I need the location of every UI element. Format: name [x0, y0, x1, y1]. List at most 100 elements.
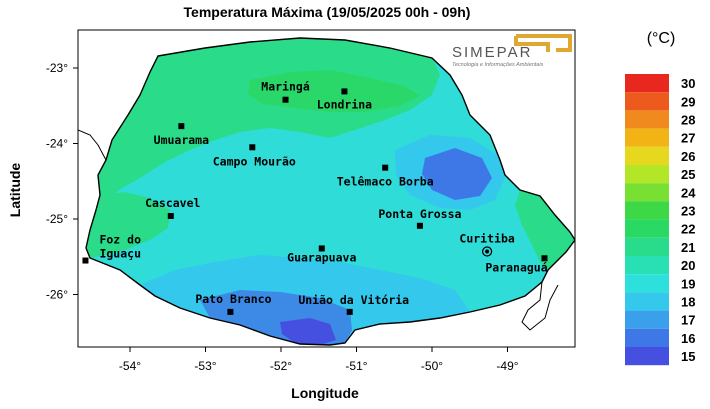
colorbar-label: 23: [681, 204, 695, 219]
city: União da Vitória: [298, 293, 409, 315]
city: Paranaguá: [485, 255, 548, 274]
colorbar: 30 29 28 27 26 25 24 23 22 21 20 19 18 17 16 15: [625, 74, 696, 366]
logo-name: SIMEPAR: [452, 44, 532, 61]
colorbar-swatch: [625, 183, 669, 202]
colorbar-swatch: [625, 165, 669, 184]
colorbar-swatch: [625, 328, 669, 347]
plot-frame: [77, 29, 576, 348]
x-tick-label: -54°: [119, 359, 141, 373]
city-marker-icon: [346, 308, 353, 315]
city-label: Pato Branco: [195, 292, 271, 306]
logo-mark-icon: [514, 34, 572, 52]
colorbar-swatch: [625, 310, 669, 329]
y-tick-label: -25°: [46, 212, 68, 226]
city: Guarapuava: [287, 245, 356, 264]
city-markers: Maringá Londrina Umuarama Campo Mourão Telêm…: [82, 80, 548, 315]
city-marker-icon: [82, 257, 89, 264]
city: Cascavel: [145, 196, 201, 219]
temperature-field: [78, 37, 575, 346]
y-tick-label: -23°: [46, 61, 68, 75]
map-title: Temperatura Máxima (19/05/2025 00h - 09h…: [184, 4, 471, 20]
x-tick-label: -51°: [345, 359, 367, 373]
city-label: União da Vitória: [298, 293, 409, 307]
city-label: Guarapuava: [287, 250, 356, 264]
state-border: [85, 37, 575, 346]
colorbar-label: 19: [681, 276, 695, 291]
city-marker-icon: [282, 96, 289, 103]
city: Curitiba: [459, 231, 515, 257]
colorbar-label: 26: [681, 149, 695, 164]
warm-zone-north-core: [248, 70, 420, 112]
colorbar-label: 27: [681, 131, 695, 146]
city-label: Ponta Grossa: [378, 207, 461, 221]
city-marker-icon: [249, 144, 256, 151]
colorbar-label: 17: [681, 313, 695, 328]
city-label: Paranaguá: [485, 260, 547, 274]
city-marker-icon: [167, 212, 174, 219]
colorbar-swatch: [625, 146, 669, 165]
colorbar-swatch: [625, 237, 669, 256]
x-axis-ticks: -54° -53° -52° -51° -50° -49°: [119, 347, 519, 373]
x-tick-label: -49°: [496, 359, 518, 373]
cold-zone-east: [422, 148, 492, 200]
colorbar-unit: (°C): [647, 30, 676, 47]
city-marker-icon: [318, 245, 325, 252]
city-label: Telêmaco Borba: [337, 175, 434, 189]
city-label: Londrina: [317, 97, 372, 111]
coldest-zone-south: [280, 318, 336, 345]
colorbar-swatch: [625, 92, 669, 111]
colorbar-swatch: [625, 74, 669, 93]
city-marker-icon: [382, 164, 389, 171]
neighbour-border-coast: [521, 281, 559, 331]
city: Umuarama: [154, 123, 209, 147]
y-axis-label: Latitude: [7, 163, 23, 218]
colorbar-label: 18: [681, 295, 695, 310]
colorbar-swatch: [625, 128, 669, 147]
city-marker-icon: [178, 123, 185, 130]
colorbar-label: 20: [681, 258, 695, 273]
colorbar-label: 21: [681, 240, 695, 255]
colorbar-label: 25: [681, 167, 695, 182]
warm-zone-coast: [515, 190, 575, 270]
y-tick-label: -24°: [46, 137, 68, 151]
capital-dot-icon: [485, 249, 490, 254]
city-label: Iguaçu: [99, 247, 141, 261]
city-marker-icon: [416, 222, 423, 229]
logo-tagline: Tecnologia e Informações Ambientais: [452, 62, 544, 68]
city-label: Campo Mourão: [213, 154, 296, 168]
colorbar-swatch: [625, 201, 669, 220]
colorbar-swatch: [625, 256, 669, 275]
x-tick-label: -53°: [194, 359, 216, 373]
colorbar-swatch: [625, 292, 669, 311]
city-label: Curitiba: [459, 231, 514, 245]
colorbar-swatch: [625, 219, 669, 238]
capital-marker-icon: [482, 246, 493, 257]
city: Ponta Grossa: [378, 207, 462, 229]
neighbour-border-west: [78, 129, 107, 161]
colorbar-label: 16: [681, 331, 695, 346]
city-label: Maringá: [261, 80, 310, 94]
city-label: Umuarama: [154, 133, 209, 147]
x-tick-label: -50°: [421, 359, 443, 373]
colorbar-label: 30: [681, 76, 695, 91]
city-label: Cascavel: [145, 196, 200, 210]
city: Telêmaco Borba: [337, 164, 434, 189]
y-axis-ticks: -23° -24° -25° -26°: [46, 61, 78, 302]
city-marker-icon: [227, 308, 234, 315]
city-marker-icon: [341, 88, 348, 95]
city: Campo Mourão: [213, 144, 296, 168]
colorbar-label: 15: [681, 349, 695, 364]
colorbar-swatch: [625, 274, 669, 293]
city: Maringá: [261, 80, 310, 103]
city: Pato Branco: [195, 292, 272, 315]
city-label: Foz do: [99, 233, 141, 247]
y-tick-label: -26°: [46, 288, 68, 302]
colorbar-swatch: [625, 347, 669, 366]
colorbar-label: 24: [681, 185, 696, 200]
x-axis-label: Longitude: [291, 385, 359, 401]
city: Londrina: [317, 88, 372, 111]
colorbar-label: 22: [681, 222, 695, 237]
colorbar-label: 29: [681, 94, 695, 109]
colorbar-swatch: [625, 110, 669, 129]
